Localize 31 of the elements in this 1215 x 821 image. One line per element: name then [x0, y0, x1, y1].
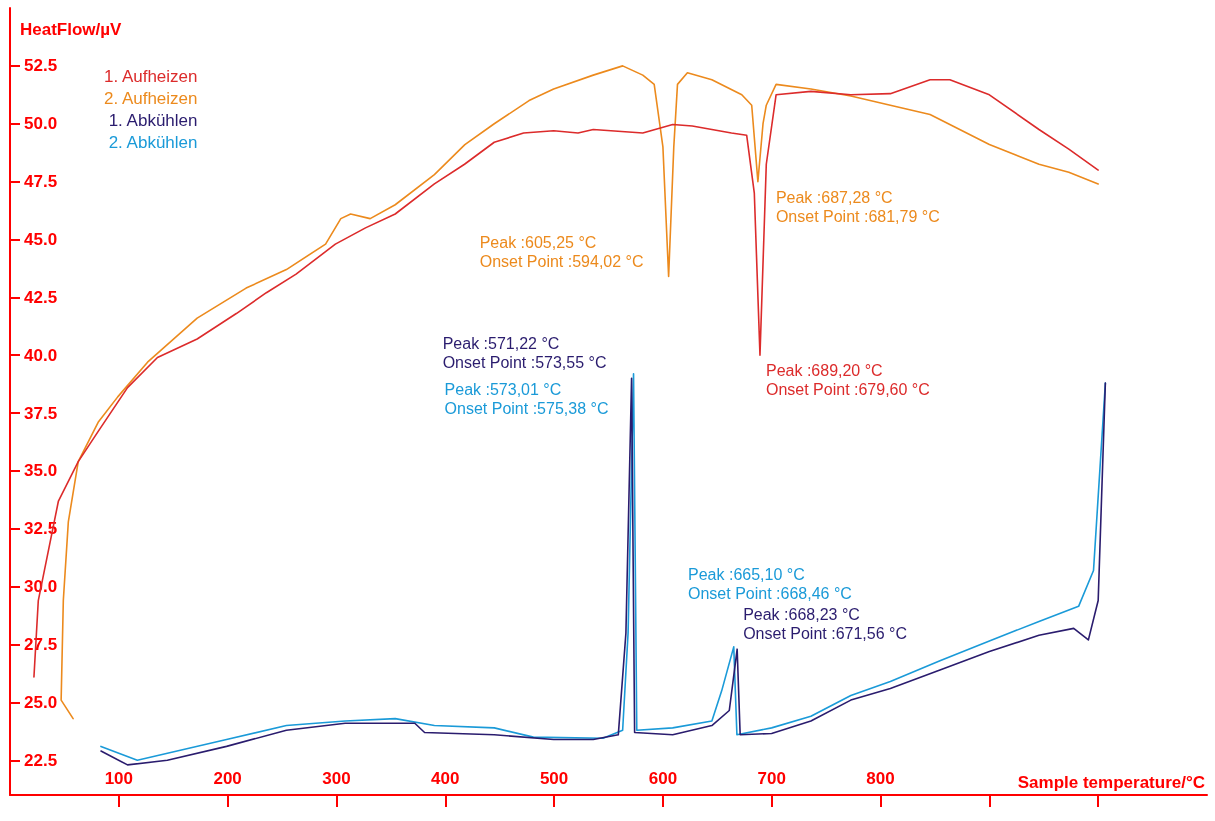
y-tick-label: 42.5: [24, 287, 58, 307]
x-tick-label: 100: [104, 769, 134, 788]
x-tick-label: 700: [757, 769, 786, 788]
x-tick-label: 500: [539, 769, 569, 788]
y-tick-label: 22.5: [24, 750, 58, 770]
data-label: Peak :689,20 °C Onset Point :679,60 °C: [765, 362, 930, 399]
y-tick-label: 25.0: [24, 692, 58, 712]
data-label: Peak :605,25 °C Onset Point :594,02 °C: [479, 233, 644, 270]
x-tick-label: 600: [648, 769, 678, 788]
y-tick-label: 37.5: [24, 403, 58, 423]
x-axis-title: Sample temperature/°C: [1017, 773, 1205, 792]
data-label: Peak :571,22 °C Onset Point :573,55 °C: [442, 335, 607, 372]
data-label: Peak :687,28 °C Onset Point :681,79 °C: [775, 188, 940, 225]
x-tick-label: 400: [431, 769, 460, 788]
text: 1. Aufheizen: [103, 67, 198, 86]
text: 2. Aufheizen: [103, 89, 198, 108]
data-label: Peak :573,01 °C Onset Point :575,38 °C: [444, 380, 609, 417]
y-tick-label: 40.0: [24, 345, 58, 365]
x-tick-label: 800: [866, 769, 895, 788]
x-tick-label: 300: [322, 769, 351, 788]
y-axis-title: HeatFlow/µV: [20, 20, 123, 39]
y-tick-label: 50.0: [24, 114, 58, 134]
text: 2. Abkühlen: [108, 133, 198, 152]
text: 1. Abkühlen: [108, 111, 198, 130]
y-tick-label: 47.5: [24, 172, 58, 192]
data-label: Peak :668,23 °C Onset Point :671,56 °C: [743, 606, 907, 643]
y-tick-label: 52.5: [24, 56, 58, 76]
y-tick-label: 45.0: [24, 229, 58, 249]
y-tick-label: 35.0: [24, 461, 58, 481]
x-tick-label: 200: [213, 769, 242, 788]
data-label: Peak :665,10 °C Onset Point :668,46 °C: [688, 565, 852, 602]
